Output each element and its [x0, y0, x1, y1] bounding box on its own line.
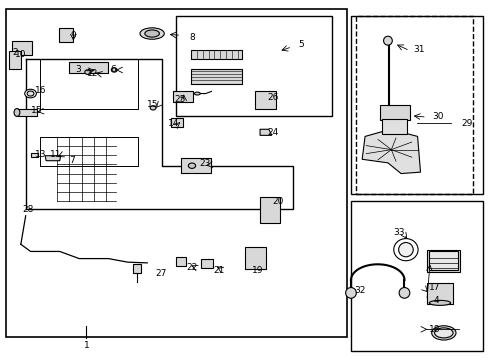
Text: 26: 26	[266, 93, 278, 102]
Text: 20: 20	[271, 197, 283, 206]
Bar	[260, 197, 280, 223]
Bar	[379, 105, 409, 120]
Bar	[201, 258, 212, 267]
Text: 5: 5	[298, 40, 304, 49]
Text: 1: 1	[83, 341, 89, 350]
Bar	[191, 69, 242, 84]
Text: 15: 15	[147, 100, 159, 109]
Text: 10: 10	[15, 50, 26, 59]
Text: 23: 23	[199, 159, 210, 168]
Bar	[255, 91, 275, 109]
Text: 17: 17	[428, 283, 440, 292]
Bar	[17, 109, 37, 116]
Polygon shape	[260, 129, 271, 135]
Ellipse shape	[144, 30, 159, 37]
Bar	[170, 118, 183, 127]
Bar	[176, 16, 331, 116]
Bar	[428, 251, 458, 270]
Ellipse shape	[150, 106, 156, 110]
Text: 28: 28	[22, 205, 34, 214]
Bar	[176, 257, 186, 266]
Bar	[191, 50, 242, 59]
Text: 31: 31	[412, 45, 424, 54]
Ellipse shape	[431, 326, 455, 340]
Bar	[351, 202, 482, 351]
Ellipse shape	[111, 68, 117, 72]
Text: 9: 9	[70, 31, 76, 40]
Text: 11: 11	[50, 150, 61, 159]
Text: 13: 13	[35, 150, 46, 159]
Polygon shape	[181, 158, 211, 173]
Bar	[59, 28, 73, 42]
Text: 2: 2	[12, 48, 18, 57]
Bar	[132, 264, 141, 273]
Text: 25: 25	[174, 95, 185, 104]
Text: 24: 24	[266, 129, 278, 138]
Ellipse shape	[194, 92, 200, 95]
Text: 15: 15	[31, 106, 42, 115]
Ellipse shape	[393, 239, 417, 261]
Bar	[427, 283, 452, 304]
Ellipse shape	[434, 328, 452, 338]
Text: 7: 7	[69, 156, 75, 165]
Ellipse shape	[383, 36, 391, 45]
Text: 27: 27	[155, 269, 166, 278]
Bar	[12, 41, 31, 55]
Text: 29: 29	[461, 119, 472, 128]
Ellipse shape	[188, 163, 195, 168]
Ellipse shape	[398, 288, 409, 298]
Text: 3: 3	[75, 66, 81, 75]
Bar	[427, 249, 459, 272]
Text: 30: 30	[431, 112, 443, 121]
Bar	[30, 153, 38, 157]
Polygon shape	[45, 156, 61, 161]
Polygon shape	[69, 62, 108, 73]
Polygon shape	[362, 129, 420, 174]
Ellipse shape	[14, 109, 20, 116]
Ellipse shape	[27, 91, 34, 96]
Bar	[172, 91, 193, 102]
Text: 14: 14	[168, 119, 179, 128]
Bar	[6, 9, 346, 337]
Text: 18: 18	[428, 325, 440, 334]
Ellipse shape	[84, 70, 91, 75]
Bar	[351, 16, 482, 194]
Ellipse shape	[398, 243, 412, 257]
Text: 32: 32	[354, 285, 365, 294]
Ellipse shape	[25, 89, 36, 98]
Bar	[381, 119, 406, 134]
Bar	[245, 247, 265, 269]
Text: 4: 4	[433, 296, 439, 305]
Ellipse shape	[345, 288, 356, 298]
Text: 19: 19	[252, 266, 264, 275]
Text: 33: 33	[392, 228, 404, 237]
Text: 22: 22	[186, 263, 197, 272]
Bar	[9, 51, 21, 68]
Text: 12: 12	[87, 69, 98, 78]
Text: 21: 21	[213, 266, 224, 275]
Text: 8: 8	[189, 33, 194, 42]
Ellipse shape	[140, 28, 164, 39]
Ellipse shape	[428, 300, 450, 305]
Text: 16: 16	[35, 86, 46, 95]
Text: 6: 6	[110, 66, 116, 75]
